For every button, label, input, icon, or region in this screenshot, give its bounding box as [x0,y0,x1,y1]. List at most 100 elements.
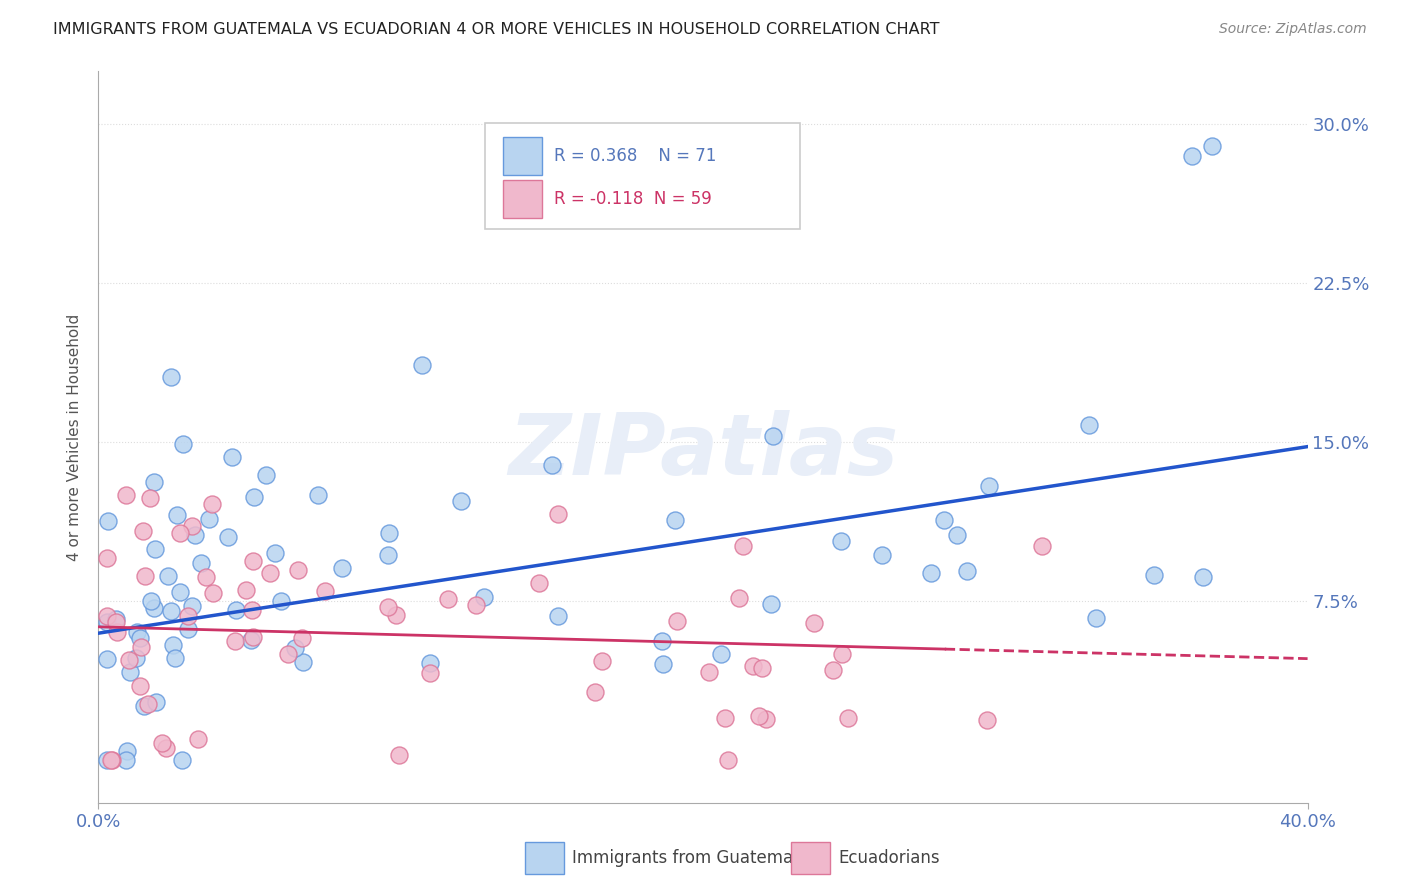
Point [157,569,180,583]
Point [976,713,998,727]
Point [314,584,336,599]
Text: Source: ZipAtlas.com: Source: ZipAtlas.com [1219,22,1367,37]
Point [117,744,139,758]
Point [411,358,433,372]
Point [762,428,785,442]
Point [527,575,550,590]
Point [932,512,955,526]
Point [664,513,686,527]
Point [1143,568,1166,582]
Point [831,648,853,662]
Point [591,654,613,668]
Y-axis label: 4 or more Vehicles in Household: 4 or more Vehicles in Household [67,313,83,561]
Point [830,533,852,548]
Point [651,634,673,648]
Point [751,661,773,675]
Point [659,202,682,216]
Point [115,488,138,502]
Point [172,753,194,767]
Point [160,370,183,384]
Point [1191,569,1213,583]
Point [547,508,569,522]
Point [143,600,166,615]
Point [264,546,287,560]
Point [803,616,825,631]
Point [242,554,264,568]
Point [378,526,401,541]
Point [946,527,969,541]
Point [761,597,783,611]
Point [254,467,277,482]
Point [1078,417,1101,432]
Point [120,665,142,679]
Point [665,615,688,629]
Point [100,753,122,767]
Point [96,753,118,767]
Point [419,657,441,671]
Text: ZIPatlas: ZIPatlas [508,410,898,493]
Point [240,603,263,617]
Point [1084,611,1107,625]
Text: IMMIGRANTS FROM GUATEMALA VS ECUADORIAN 4 OR MORE VEHICLES IN HOUSEHOLD CORRELAT: IMMIGRANTS FROM GUATEMALA VS ECUADORIAN … [53,22,941,37]
Point [540,458,562,473]
Point [385,608,408,623]
Point [755,712,778,726]
Point [242,630,264,644]
FancyBboxPatch shape [485,122,800,228]
Point [190,556,212,570]
Point [166,508,188,522]
Point [160,603,183,617]
Point [1031,539,1053,553]
Point [1201,138,1223,153]
Point [172,437,194,451]
Point [1181,149,1204,163]
Point [697,665,720,679]
Point [139,594,162,608]
Point [97,514,120,528]
Point [169,525,191,540]
Point [872,548,894,562]
Point [224,634,246,648]
Point [198,511,221,525]
Point [142,475,165,489]
Point [104,611,127,625]
Point [235,583,257,598]
Point [284,640,307,655]
Point [118,652,141,666]
Point [240,633,263,648]
Point [139,491,162,505]
Text: R = 0.368    N = 71: R = 0.368 N = 71 [554,147,717,165]
Point [742,659,765,673]
Point [714,711,737,725]
Point [956,565,979,579]
Point [96,551,118,566]
Point [132,698,155,713]
Point [115,753,138,767]
Point [105,615,128,629]
Point [125,651,148,665]
Point [307,488,329,502]
Point [291,655,314,669]
FancyBboxPatch shape [503,179,543,218]
Point [128,679,150,693]
Point [259,566,281,580]
Point [583,685,606,699]
Point [290,631,312,645]
Point [464,598,486,612]
Point [195,570,218,584]
Point [733,539,755,553]
Point [727,591,749,606]
Point [143,541,166,556]
Point [96,609,118,624]
Point [437,592,460,607]
Point [176,608,198,623]
Point [163,651,186,665]
Point [377,548,399,562]
Point [977,479,1000,493]
Point [225,603,247,617]
Point [181,599,204,614]
Text: R = -0.118  N = 59: R = -0.118 N = 59 [554,190,711,208]
Point [287,562,309,576]
Point [243,490,266,504]
Point [330,561,353,575]
